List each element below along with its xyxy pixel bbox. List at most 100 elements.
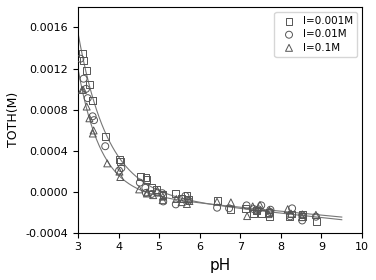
I=0.1M [117,175,123,179]
I=0.01M [91,118,97,122]
I=0.1M [214,199,220,204]
I=0.001M [254,209,260,213]
I=0.1M [228,200,234,205]
I=0.1M [184,202,190,206]
I=0.001M [287,214,293,219]
I=0.1M [288,211,294,216]
I=0.01M [102,144,108,148]
I=0.01M [89,114,96,118]
X-axis label: pH: pH [209,258,230,273]
I=0.1M [313,213,319,217]
I=0.001M [266,214,272,218]
I=0.001M [117,159,123,163]
I=0.001M [314,219,320,224]
I=0.1M [79,88,85,92]
I=0.01M [287,214,293,219]
I=0.001M [143,175,149,179]
I=0.1M [160,194,166,199]
I=0.01M [299,213,305,217]
I=0.1M [299,215,305,220]
I=0.001M [250,211,256,216]
I=0.1M [84,104,90,109]
I=0.001M [289,212,295,216]
I=0.01M [251,207,257,211]
I=0.01M [143,191,149,195]
I=0.001M [117,158,123,162]
I=0.1M [144,191,150,196]
I=0.1M [155,188,161,193]
I=0.01M [214,206,220,210]
I=0.01M [289,206,295,211]
I=0.01M [226,206,232,211]
I=0.1M [86,116,92,121]
I=0.001M [81,59,87,63]
I=0.001M [154,187,160,192]
I=0.001M [227,207,233,211]
I=0.01M [149,192,155,196]
I=0.001M [184,193,190,198]
I=0.01M [159,191,165,195]
I=0.001M [266,210,272,215]
I=0.01M [299,218,305,223]
I=0.01M [313,214,319,219]
I=0.1M [150,193,156,197]
I=0.1M [80,88,86,92]
I=0.01M [80,76,86,81]
I=0.1M [90,131,96,136]
I=0.001M [80,51,86,56]
I=0.1M [186,199,193,203]
I=0.001M [86,82,92,87]
I=0.001M [243,206,249,210]
I=0.001M [299,214,305,218]
I=0.01M [77,57,83,61]
I=0.01M [182,194,188,198]
I=0.001M [149,185,155,190]
I=0.1M [179,200,185,204]
I=0.1M [267,208,273,213]
I=0.1M [160,198,166,202]
I=0.001M [299,212,305,216]
I=0.1M [173,197,179,201]
I=0.01M [154,190,160,195]
I=0.1M [91,128,97,133]
I=0.01M [255,207,261,212]
I=0.001M [160,193,166,197]
I=0.01M [267,207,273,212]
I=0.001M [215,199,221,203]
I=0.01M [118,166,124,170]
I=0.1M [257,203,263,207]
I=0.001M [83,69,89,73]
I=0.01M [267,210,273,214]
I=0.01M [160,199,166,204]
I=0.001M [160,192,166,197]
I=0.001M [258,211,264,216]
I=0.001M [173,192,179,196]
I=0.01M [244,203,250,208]
I=0.1M [104,161,110,166]
I=0.001M [185,197,191,201]
I=0.1M [299,212,305,216]
I=0.01M [116,168,122,173]
I=0.1M [144,190,150,195]
I=0.01M [180,197,186,201]
I=0.001M [89,98,96,102]
I=0.1M [250,204,256,209]
I=0.01M [137,180,143,185]
I=0.001M [89,98,95,102]
I=0.1M [265,212,271,216]
I=0.001M [179,196,185,200]
I=0.1M [244,214,250,218]
I=0.01M [83,87,89,91]
Y-axis label: TOTH(M): TOTH(M) [7,92,20,148]
I=0.1M [117,169,123,174]
I=0.001M [103,134,109,139]
I=0.001M [137,174,143,179]
I=0.01M [143,186,149,190]
I=0.01M [186,199,192,203]
I=0.1M [285,207,291,211]
I=0.01M [173,202,179,207]
Legend: I=0.001M, I=0.01M, I=0.1M: I=0.001M, I=0.01M, I=0.1M [274,12,357,57]
I=0.01M [85,96,91,101]
I=0.001M [144,178,150,182]
I=0.01M [258,203,264,208]
